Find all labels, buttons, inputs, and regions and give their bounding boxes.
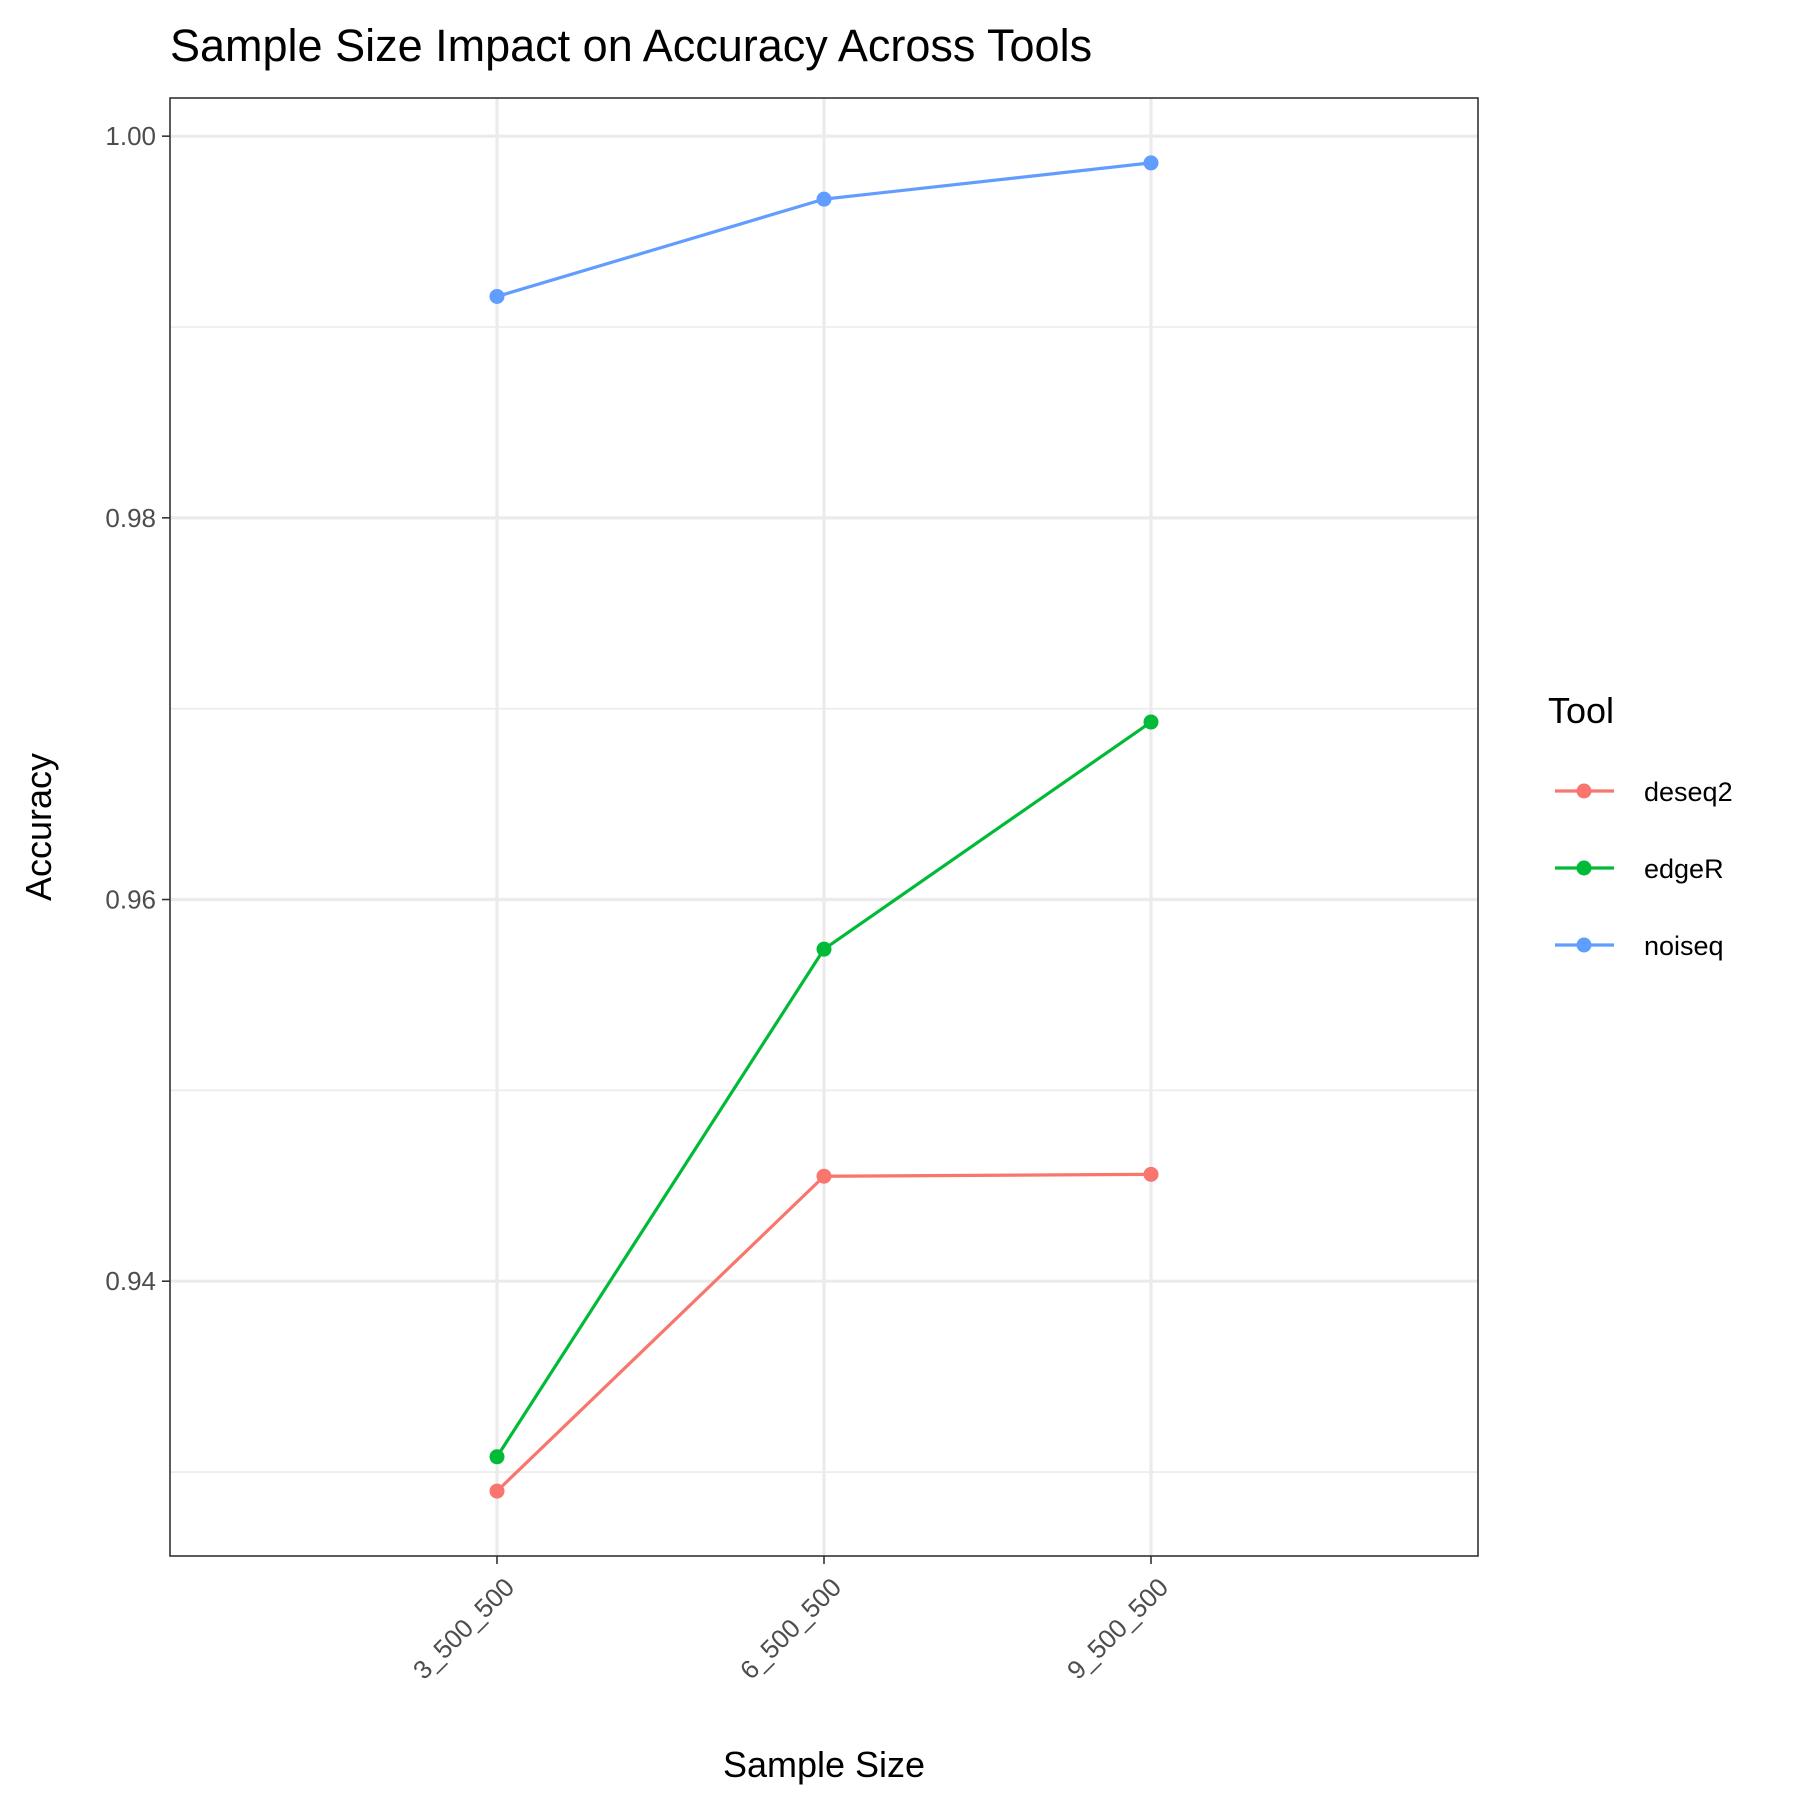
data-point-deseq2 (489, 1483, 505, 1499)
x-axis-title: Sample Size (723, 1744, 925, 1785)
data-point-edgeR (816, 941, 832, 957)
plot-panel (169, 97, 1479, 1557)
legend-key-point-deseq2 (1576, 783, 1592, 799)
chart-title: Sample Size Impact on Accuracy Across To… (170, 20, 1092, 71)
legend-items: deseq2 edgeR noiseq (1555, 777, 1733, 961)
y-tick-label: 0.94 (105, 1266, 156, 1296)
y-axis: 0.94 0.96 0.98 1.00 (105, 121, 170, 1296)
y-tick-label: 0.96 (105, 885, 156, 915)
legend-key-point-noiseq (1576, 937, 1592, 953)
y-axis-title: Accuracy (18, 753, 59, 901)
legend-label-noiseq: noiseq (1644, 931, 1724, 961)
data-point-edgeR (489, 1449, 505, 1465)
data-point-noiseq (816, 191, 832, 207)
legend: Tool deseq2 edgeR noiseq (1548, 690, 1733, 961)
data-point-noiseq (1143, 155, 1159, 171)
data-point-edgeR (1143, 714, 1159, 730)
y-tick-label: 0.98 (105, 503, 156, 533)
legend-title: Tool (1548, 690, 1614, 731)
x-tick-label: 3_500_500 (407, 1572, 520, 1685)
series-layer (489, 155, 1159, 1499)
data-point-deseq2 (816, 1168, 832, 1184)
legend-label-edgeR: edgeR (1644, 854, 1724, 884)
legend-key-point-edgeR (1576, 860, 1592, 876)
major-gridlines (170, 98, 1478, 1556)
y-tick-label: 1.00 (105, 121, 156, 151)
x-axis: 3_500_500 6_500_500 9_500_500 (407, 1556, 1174, 1685)
data-point-deseq2 (1143, 1166, 1159, 1182)
x-tick-label: 9_500_500 (1061, 1572, 1174, 1685)
x-tick-label: 6_500_500 (734, 1572, 847, 1685)
data-point-noiseq (489, 288, 505, 304)
legend-label-deseq2: deseq2 (1644, 777, 1733, 807)
